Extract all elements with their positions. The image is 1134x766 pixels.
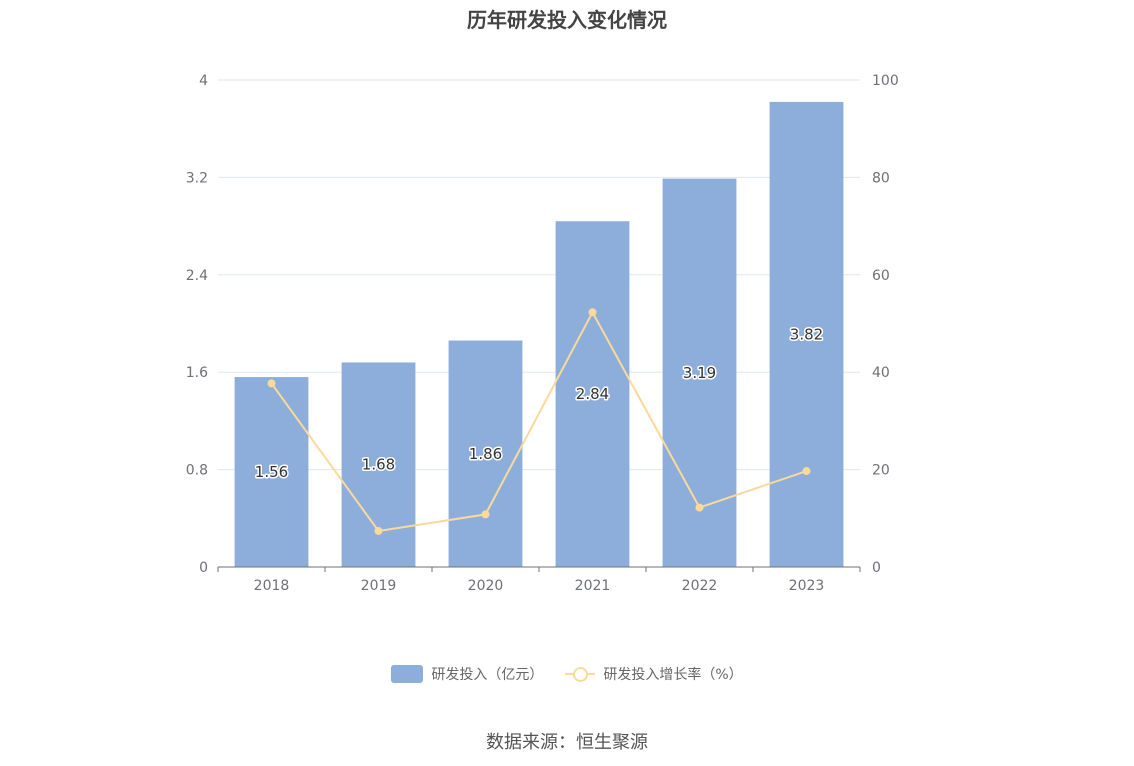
y-right-tick-label: 20 — [872, 463, 890, 479]
bar-value-label: 2.84 — [576, 385, 609, 403]
y-left-tick-label: 3.2 — [186, 170, 208, 186]
data-source-note: 数据来源：恒生聚源 — [486, 732, 648, 753]
chart-title: 历年研发投入变化情况 — [467, 8, 667, 32]
legend-bar-swatch — [391, 665, 424, 683]
y-right-tick-label: 40 — [872, 365, 890, 381]
y-left-tick-label: 1.6 — [186, 365, 208, 381]
bar-value-label: 3.82 — [790, 325, 823, 343]
bar-value-label: 1.68 — [362, 456, 395, 474]
x-tick-label: 2021 — [575, 578, 611, 594]
legend-line-swatch — [565, 665, 596, 683]
growth-point — [695, 503, 704, 512]
x-tick-label: 2018 — [254, 578, 290, 594]
legend-line-label: 研发投入增长率（%） — [603, 667, 743, 683]
legend-item-line[interactable]: 研发投入增长率（%） — [565, 664, 743, 684]
x-tick-label: 2019 — [361, 578, 397, 594]
x-tick-label: 2020 — [468, 578, 504, 594]
bar — [662, 178, 737, 567]
growth-line — [270, 310, 807, 533]
growth-point — [802, 467, 811, 476]
x-tick-label: 2023 — [789, 578, 825, 594]
y-left-tick-label: 2.4 — [186, 268, 208, 284]
bar-value-label: 3.19 — [683, 364, 716, 382]
y-right-tick-label: 100 — [872, 73, 899, 89]
bar-value-label: 1.86 — [469, 445, 502, 463]
bar — [448, 340, 523, 567]
x-tick-label: 2022 — [682, 578, 718, 594]
legend: 研发投入（亿元） 研发投入增长率（%） — [0, 664, 1134, 684]
y-right-tick-label: 60 — [872, 268, 890, 284]
legend-bar-label: 研发投入（亿元） — [431, 667, 544, 683]
growth-point — [267, 379, 276, 388]
y-left-tick-label: 4 — [199, 73, 208, 89]
bar-value-label: 1.56 — [255, 463, 288, 481]
y-right-tick-label: 80 — [872, 170, 890, 186]
bar — [234, 377, 309, 567]
y-left-tick-label: 0.8 — [186, 463, 208, 479]
y-left-tick-label: 0 — [199, 560, 208, 576]
y-right-tick-label: 0 — [872, 560, 881, 576]
bar — [555, 221, 630, 568]
growth-point — [481, 510, 490, 519]
legend-item-bar[interactable]: 研发投入（亿元） — [391, 664, 543, 684]
growth-point — [588, 308, 597, 317]
bar — [769, 101, 844, 567]
growth-point — [374, 526, 383, 535]
